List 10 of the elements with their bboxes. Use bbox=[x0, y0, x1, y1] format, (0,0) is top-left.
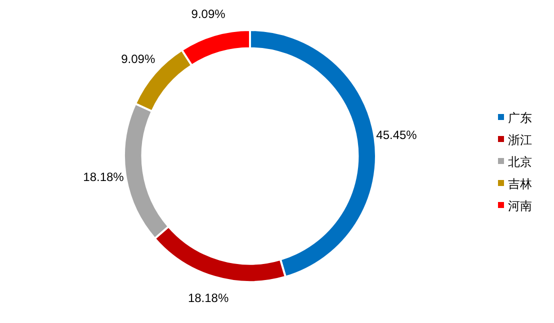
legend-label: 河南 bbox=[508, 199, 532, 213]
legend-label: 吉林 bbox=[508, 177, 532, 191]
legend-label: 广东 bbox=[508, 111, 532, 125]
data-label: 45.45% bbox=[376, 128, 418, 142]
data-label: 18.18% bbox=[188, 291, 229, 306]
data-label: 9.09% bbox=[191, 6, 226, 21]
legend-label: 北京 bbox=[508, 155, 532, 169]
legend-label: 浙江 bbox=[508, 133, 532, 147]
data-label: 18.18% bbox=[83, 170, 124, 184]
data-label: 9.09% bbox=[121, 52, 156, 66]
